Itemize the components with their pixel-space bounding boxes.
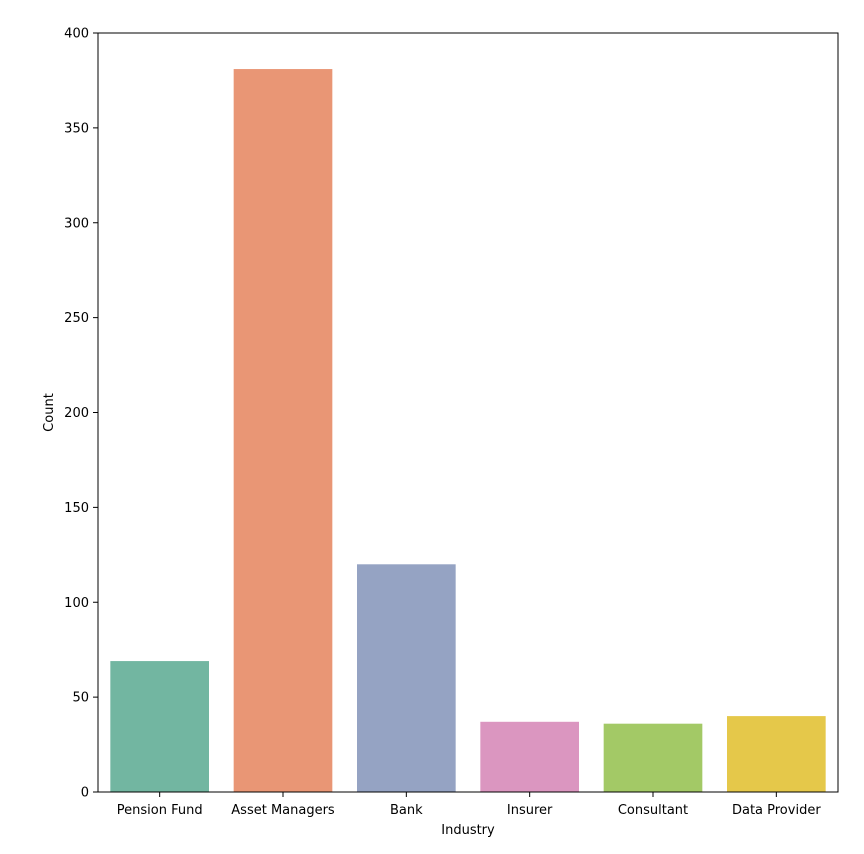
x-tick-label: Asset Managers (231, 803, 335, 818)
y-tick-label: 50 (72, 691, 89, 706)
bar-data-provider (727, 716, 826, 792)
plot-frame (97, 32, 839, 793)
y-tick-label: 150 (64, 501, 89, 516)
x-tick-label: Pension Fund (117, 803, 203, 818)
bar-consultant (603, 723, 703, 792)
y-axis-ticks: 0 50 100 150 200 250 300 350 400 (64, 27, 98, 801)
y-tick-label: 0 (81, 786, 89, 801)
x-axis-ticks: Pension Fund Asset Managers Bank Insurer Con… (117, 792, 821, 818)
y-tick-label: 200 (64, 406, 89, 421)
y-tick-label: 100 (64, 596, 89, 611)
bar-insurer (480, 721, 579, 792)
y-tick-label: 300 (64, 216, 89, 231)
y-tick-label: 250 (64, 311, 89, 326)
x-tick-label: Data Provider (732, 803, 821, 818)
y-axis-label: Count (42, 393, 57, 432)
bar-asset-managers (233, 69, 333, 793)
y-tick-label: 400 (64, 27, 89, 42)
x-tick-label: Consultant (618, 803, 688, 818)
x-tick-label: Insurer (507, 803, 553, 818)
x-axis-label: Industry (441, 823, 495, 838)
bar-bank (357, 564, 456, 792)
bars-group (110, 69, 826, 793)
x-tick-label: Bank (390, 803, 423, 818)
y-tick-label: 350 (64, 121, 89, 136)
bar-pension-fund (110, 661, 209, 792)
